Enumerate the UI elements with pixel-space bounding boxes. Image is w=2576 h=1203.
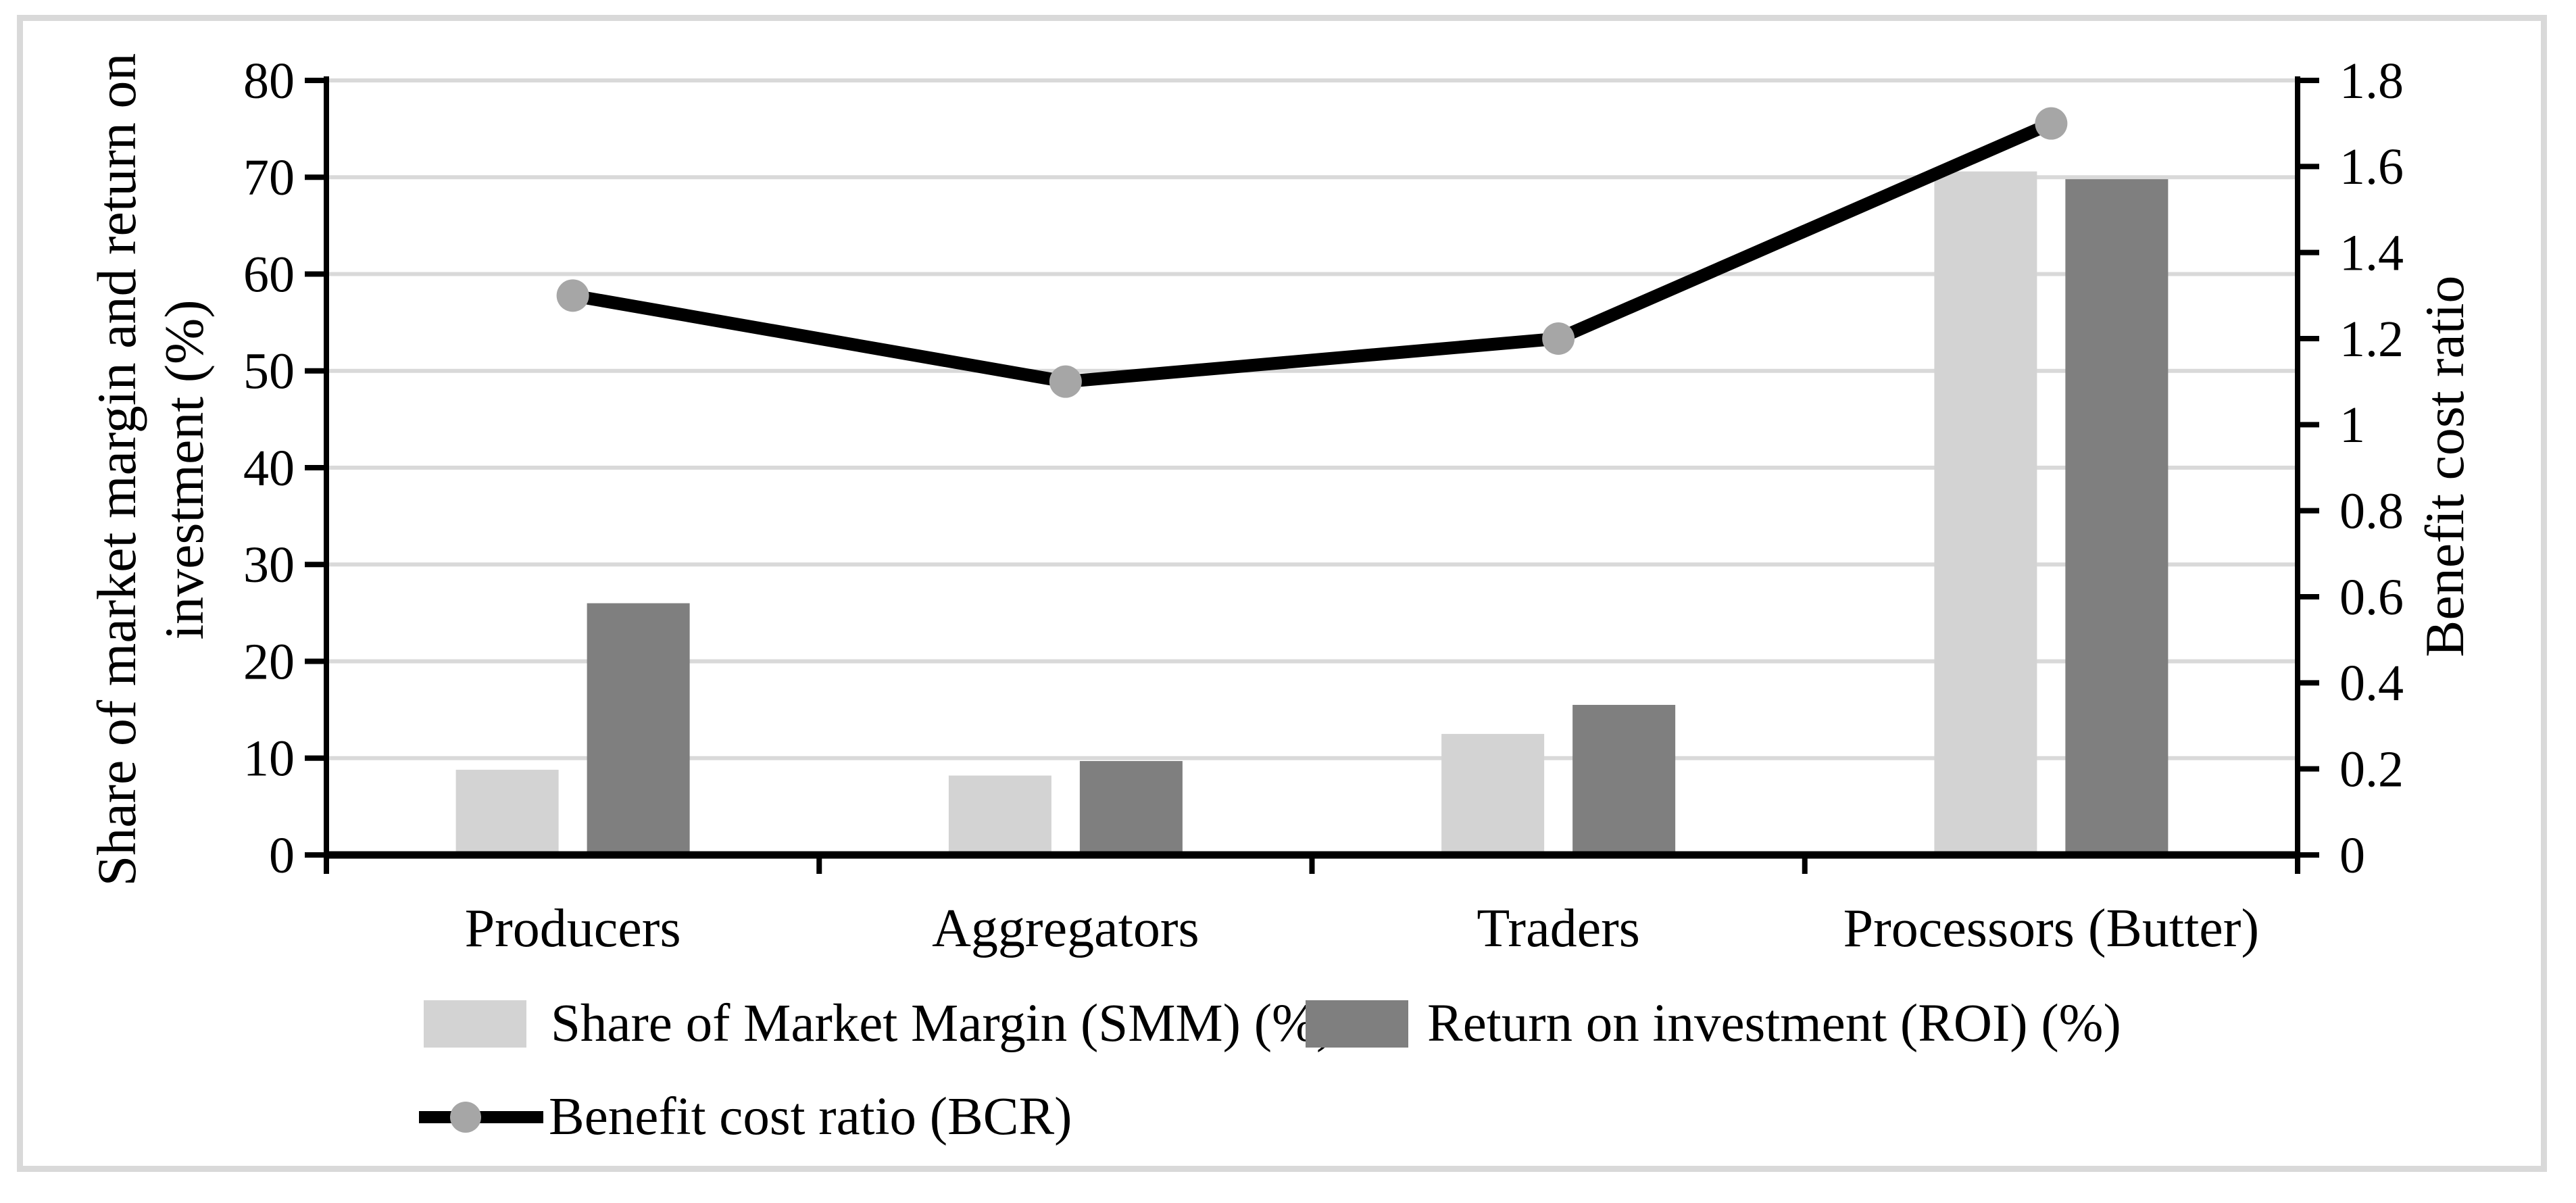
left-axis-tick-label: 0 [269, 827, 295, 884]
right-axis-title: Benefit cost ratio [2414, 275, 2475, 658]
left-axis-tick-label: 60 [243, 246, 295, 303]
left-axis-tick-label: 40 [243, 440, 295, 497]
bar-roi-0 [587, 603, 690, 855]
left-axis-tick-label: 30 [243, 537, 295, 593]
right-axis-tick-label: 1.8 [2339, 53, 2404, 109]
bcr-marker-2 [1542, 322, 1575, 355]
bcr-marker-0 [556, 279, 589, 312]
right-axis-tick-label: 0.8 [2339, 483, 2404, 540]
legend-label-smm: Share of Market Margin (SMM) (%) [551, 994, 1335, 1053]
left-axis-tick-label: 10 [243, 731, 295, 787]
right-axis-tick-label: 0.2 [2339, 741, 2404, 798]
right-axis-tick-label: 0.6 [2339, 569, 2404, 626]
category-label-2: Traders [1477, 899, 1639, 958]
legend-marker-icon [450, 1102, 481, 1133]
bcr-marker-1 [1049, 365, 1082, 398]
category-label-0: Producers [465, 899, 681, 958]
category-label-3: Processors (Butter) [1843, 899, 2259, 958]
left-axis-tick-label: 70 [243, 149, 295, 206]
bar-roi-2 [1572, 704, 1676, 855]
right-axis-tick-label: 1 [2339, 397, 2365, 453]
left-axis-tick-label: 80 [243, 53, 295, 109]
right-axis-tick-label: 1.6 [2339, 139, 2404, 195]
right-axis-tick-label: 1.4 [2339, 225, 2404, 282]
left-axis-title-line1: Share of market margin and return on [86, 53, 147, 887]
bar-smm-0 [455, 769, 559, 855]
bar-smm-2 [1441, 733, 1545, 855]
bcr-marker-3 [2035, 107, 2068, 140]
legend-swatch-smm [424, 1000, 526, 1048]
left-axis-title-line2: investment (%) [153, 299, 215, 640]
legend-label-bcr: Benefit cost ratio (BCR) [549, 1087, 1072, 1146]
bar-smm-1 [948, 775, 1051, 855]
bar-roi-3 [2065, 179, 2169, 855]
left-axis-tick-label: 50 [243, 343, 295, 400]
bcr-line [571, 117, 2054, 389]
right-axis-tick-label: 1.2 [2339, 311, 2404, 368]
left-axis-title: Share of market margin and return on inv… [83, 53, 218, 887]
category-label-1: Aggregators [932, 899, 1199, 958]
right-axis-tick-label: 0.4 [2339, 655, 2404, 712]
legend-swatch-roi [1306, 1000, 1408, 1048]
legend-line-swatch-bcr [419, 1111, 543, 1123]
bar-smm-3 [1934, 171, 2037, 855]
legend-label-roi: Return on investment (ROI) (%) [1427, 994, 2121, 1053]
left-axis-tick-label: 20 [243, 633, 295, 690]
right-axis-tick-label: 0 [2339, 827, 2365, 884]
bar-roi-1 [1079, 761, 1183, 855]
